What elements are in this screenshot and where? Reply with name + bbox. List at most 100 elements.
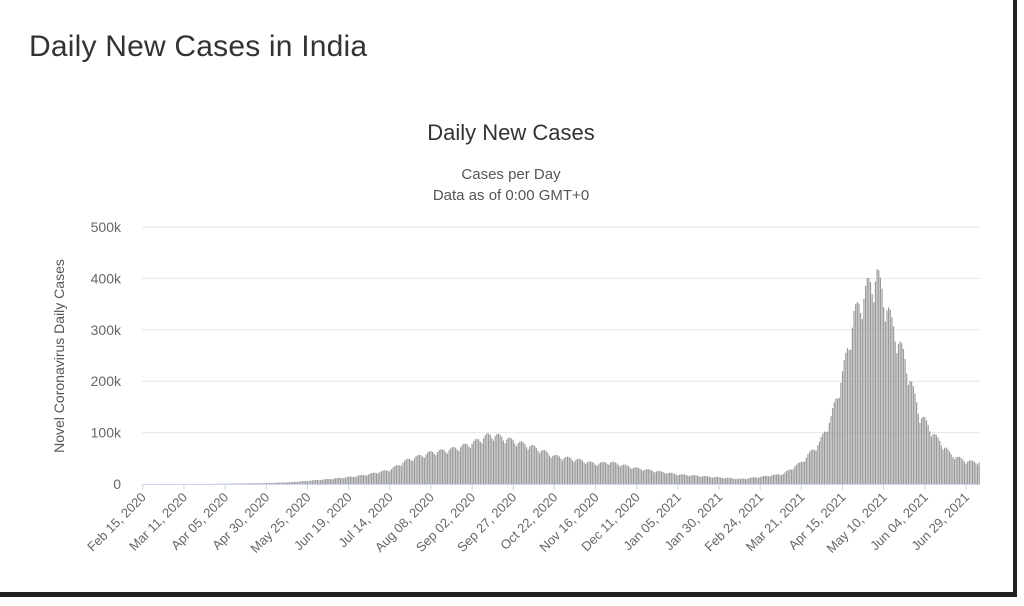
bar [771, 475, 773, 484]
bar [361, 474, 363, 484]
bar [911, 381, 913, 484]
bar [695, 475, 697, 484]
y-tick-label: 400k [91, 270, 122, 286]
bar [278, 482, 281, 484]
bar [234, 483, 236, 484]
bar [247, 483, 249, 484]
bar [535, 447, 537, 484]
bar [315, 480, 317, 484]
bar [367, 474, 369, 484]
bar [331, 479, 333, 484]
bar [313, 480, 315, 484]
bar [731, 478, 733, 484]
bar [250, 483, 253, 484]
bar [817, 445, 819, 484]
bar [761, 476, 763, 484]
bar [422, 456, 424, 484]
bar [863, 298, 865, 484]
bar [660, 471, 663, 484]
bar [664, 473, 666, 484]
bar [555, 454, 557, 484]
bar [262, 483, 264, 484]
bar [259, 483, 261, 484]
bar [466, 444, 468, 484]
bar [245, 483, 248, 484]
bar [772, 474, 774, 484]
bar [973, 461, 975, 484]
bar [329, 479, 332, 484]
bar [884, 321, 886, 484]
chart-subtitle-line-1: Cases per Day [461, 166, 561, 183]
bar [729, 477, 732, 484]
bars [148, 269, 980, 485]
bar [779, 474, 781, 484]
bar [787, 470, 789, 484]
bar [838, 397, 840, 484]
bar [800, 461, 802, 484]
bar [239, 483, 241, 484]
bar [708, 476, 710, 484]
chart-container: Daily New Cases in India [0, 0, 1017, 597]
bar [925, 420, 928, 484]
bar [813, 450, 816, 484]
bar [917, 413, 919, 484]
bar [570, 458, 572, 484]
bar [619, 466, 621, 484]
bar [855, 303, 857, 484]
bar [909, 380, 911, 484]
bar [491, 438, 493, 484]
bar [968, 460, 970, 484]
bar [688, 476, 691, 484]
y-tick-label: 300k [91, 322, 122, 338]
bar [270, 482, 272, 484]
bar [822, 433, 824, 484]
bar [807, 454, 809, 484]
bar [560, 458, 562, 484]
bar [417, 455, 419, 484]
bar [287, 482, 289, 484]
bar [609, 462, 611, 484]
bar [311, 480, 313, 484]
bar [940, 445, 942, 484]
bar [303, 480, 305, 484]
bar [257, 483, 259, 484]
bar [478, 439, 480, 484]
bar [566, 456, 569, 484]
bar [557, 455, 559, 484]
bar [343, 478, 345, 484]
bar [362, 474, 365, 484]
bar [906, 373, 908, 484]
bar [371, 473, 373, 484]
bar [649, 469, 651, 484]
bar [481, 443, 483, 484]
bar [693, 475, 695, 484]
bar [878, 270, 880, 484]
bar [866, 278, 868, 484]
bar [827, 431, 829, 484]
bar [680, 474, 682, 484]
bar [790, 469, 793, 484]
bar [254, 483, 256, 484]
bar [861, 319, 863, 484]
bar [469, 448, 472, 484]
bar [751, 477, 753, 484]
bar [563, 458, 565, 484]
bar [757, 477, 760, 484]
bar [349, 476, 351, 484]
bar [748, 478, 750, 484]
bar [736, 478, 738, 484]
bar [647, 469, 649, 484]
bar [942, 449, 944, 484]
y-axis-title: Novel Coronavirus Daily Cases [51, 259, 67, 453]
bar [376, 473, 378, 484]
bar [344, 477, 346, 484]
bar [308, 481, 310, 484]
bar [716, 476, 718, 484]
bar [382, 470, 384, 484]
bar [552, 455, 554, 484]
bar [418, 454, 421, 484]
bar [356, 476, 358, 484]
page-title: Daily New Cases in India [29, 30, 368, 63]
bar [902, 349, 905, 484]
bar [507, 437, 509, 484]
